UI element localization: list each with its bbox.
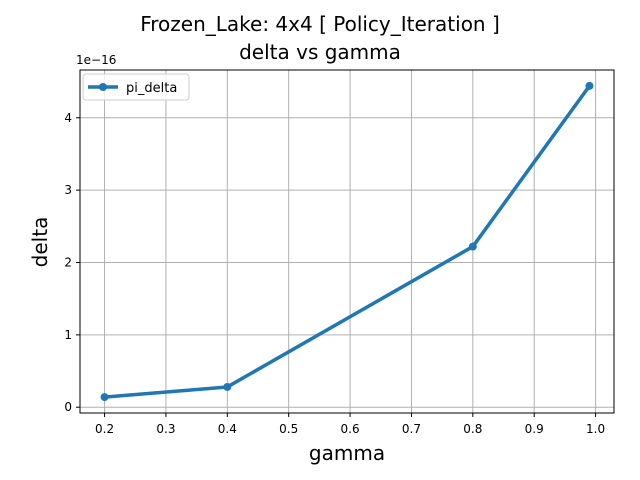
- y-tick-label: 2: [64, 255, 72, 269]
- data-point: [100, 393, 109, 402]
- y-tick-label: 1: [64, 328, 72, 342]
- grid: [80, 70, 614, 413]
- y-offset-label: 1e−16: [76, 53, 116, 67]
- y-tick-label: 0: [64, 400, 72, 414]
- y-tick-label: 4: [64, 111, 72, 125]
- legend-marker: [99, 83, 107, 91]
- x-tick-label: 0.9: [525, 422, 544, 436]
- x-tick-label: 0.7: [402, 422, 421, 436]
- axes-frame: [79, 69, 615, 414]
- x-tick-label: 0.5: [279, 422, 298, 436]
- y-tick-label: 3: [64, 183, 72, 197]
- legend: pi_delta: [82, 73, 190, 101]
- x-axis-ticks: 0.2 0.3 0.4 0.5 0.6 0.7 0.8 0.9 1.0: [95, 413, 605, 436]
- x-tick-label: 0.8: [463, 422, 482, 436]
- x-tick-label: 0.4: [218, 422, 237, 436]
- x-tick-label: 0.3: [156, 422, 175, 436]
- x-axis-label: gamma: [309, 441, 385, 465]
- legend-label: pi_delta: [126, 81, 177, 96]
- x-tick-label: 0.6: [341, 422, 360, 436]
- chart-title: Frozen_Lake: 4x4 [ Policy_Iteration ]: [140, 12, 500, 36]
- y-axis-label: delta: [28, 217, 52, 268]
- data-point: [585, 81, 594, 90]
- series-line: [102, 84, 592, 399]
- y-axis-ticks: 0 1 2 3 4: [64, 111, 80, 414]
- data-point: [223, 382, 232, 391]
- data-point: [468, 242, 477, 251]
- chart-subtitle: delta vs gamma: [239, 40, 401, 64]
- x-tick-label: 1.0: [586, 422, 605, 436]
- series-pi-delta: [100, 81, 594, 402]
- legend-box: [82, 73, 190, 101]
- x-tick-label: 0.2: [95, 422, 114, 436]
